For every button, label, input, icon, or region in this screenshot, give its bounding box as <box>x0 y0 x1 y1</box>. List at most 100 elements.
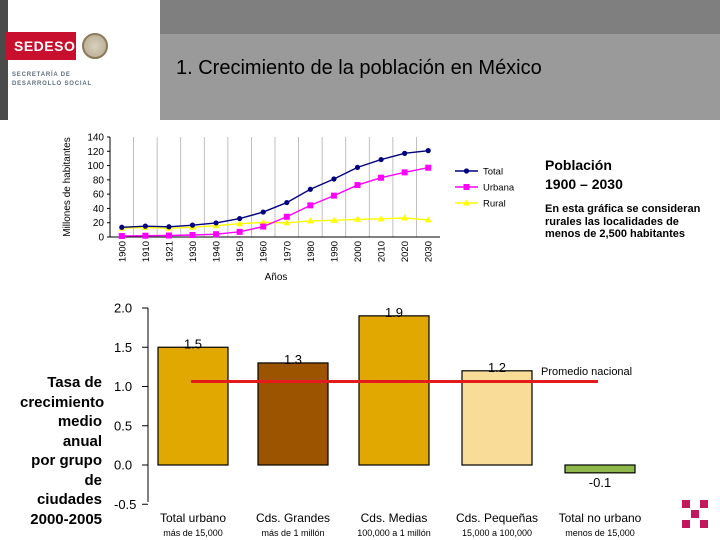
header-top-band <box>160 0 720 34</box>
y-tick-label: 20 <box>93 218 105 229</box>
series-line-rural <box>121 217 429 229</box>
x-tick-label: 1990 <box>329 241 340 262</box>
bar-y-tick-label: 0.5 <box>114 418 132 433</box>
y-tick-label: 0 <box>98 233 104 244</box>
header-band <box>160 34 720 120</box>
x-tick-label: 2000 <box>353 241 364 262</box>
data-point-total <box>354 164 361 170</box>
data-point-total <box>237 215 243 222</box>
y-tick-label: 40 <box>93 204 105 215</box>
x-tick-label: 1950 <box>235 241 246 262</box>
data-point-rural <box>377 215 385 222</box>
y-axis-title: Millones de habitantes <box>62 137 73 237</box>
bar-value-label: 1.5 <box>184 336 202 351</box>
bar-category-label: Cds. Medias <box>361 511 428 525</box>
y-tick-label: 100 <box>87 161 104 172</box>
x-tick-label: 1980 <box>306 241 317 262</box>
data-point-rural <box>306 217 314 224</box>
data-point-total <box>142 223 148 229</box>
bar-y-tick-label: 2.0 <box>114 301 132 316</box>
data-point-rural <box>401 214 409 221</box>
data-point-total <box>284 199 290 206</box>
data-point-urbana <box>425 164 432 171</box>
slide-title: 1. Crecimiento de la población en México <box>176 57 542 79</box>
x-tick-label: 1910 <box>141 241 152 262</box>
data-point-urbana <box>260 223 267 230</box>
bar-value-label: -0.1 <box>589 475 611 490</box>
data-point-urbana <box>213 231 220 238</box>
data-point-urbana <box>354 182 361 189</box>
x-tick-label: 1900 <box>117 241 128 262</box>
bar-value-label: 1.2 <box>488 360 506 375</box>
data-point-urbana <box>283 213 290 220</box>
data-point-total <box>402 150 408 156</box>
logo-subtext: SECRETARÍA DE DESARROLLO SOCIAL <box>12 72 92 87</box>
bar-category-label: Total urbano <box>160 511 226 525</box>
data-point-rural <box>330 216 338 223</box>
data-point-rural <box>424 216 432 223</box>
x-tick-label: 1930 <box>188 241 199 262</box>
data-point-total <box>189 222 196 228</box>
bar <box>157 346 229 466</box>
decorative-square <box>700 500 708 508</box>
data-point-urbana <box>165 232 172 239</box>
bar-value-label: 1.9 <box>385 305 403 320</box>
growth-rate-label: Tasa de crecimiento medio anual por grup… <box>20 374 105 528</box>
bar-y-tick-label: 1.5 <box>114 340 132 355</box>
bar <box>358 315 430 466</box>
data-point-urbana <box>307 202 314 209</box>
data-point-urbana <box>330 192 337 199</box>
y-tick-label: 140 <box>87 133 104 144</box>
x-tick-label: 1970 <box>282 241 293 262</box>
y-tick-label: 120 <box>87 147 104 158</box>
x-tick-label: 2020 <box>400 241 411 262</box>
data-point-total <box>119 224 125 230</box>
line-chart-area <box>76 123 530 299</box>
legend-label-urbana: Urbana <box>483 183 515 194</box>
data-point-rural <box>283 219 291 226</box>
national-seal-icon <box>82 33 108 59</box>
data-point-rural <box>236 220 244 227</box>
x-tick-label: 1940 <box>212 241 223 262</box>
series-line-total <box>121 149 429 228</box>
legend-marker-rural <box>463 199 470 206</box>
bar-category-label: Cds. Pequeñas <box>456 511 538 525</box>
bar-subcategory-label: 100,000 a 1 millón <box>357 528 431 538</box>
decorative-square <box>682 500 690 508</box>
side-panel-note: En esta gráfica se consideran rurales la… <box>545 203 701 240</box>
bar <box>257 362 329 466</box>
decorative-square <box>691 510 699 518</box>
bar-y-tick-label: 1.0 <box>114 379 132 394</box>
bar-subcategory-label: 15,000 a 100,000 <box>462 528 532 538</box>
sedesol-logo: SEDESOL <box>6 30 110 64</box>
bar-subcategory-label: más de 1 millón <box>261 528 324 538</box>
y-tick-label: 80 <box>93 175 105 186</box>
data-point-rural <box>259 219 267 225</box>
decorative-square <box>700 520 708 528</box>
x-axis-title: Años <box>265 272 288 283</box>
x-tick-label: 1960 <box>259 241 270 262</box>
legend-label-rural: Rural <box>483 199 506 210</box>
data-point-urbana <box>378 174 385 181</box>
bar-subcategory-label: más de 15,000 <box>163 528 223 538</box>
bar-subcategory-label: menos de 15,000 <box>565 528 635 538</box>
y-tick-label: 60 <box>93 190 105 201</box>
bar-y-tick-label: -0.5 <box>114 497 136 512</box>
side-panel-title: Población 1900 – 2030 <box>545 157 623 192</box>
data-point-urbana <box>401 169 408 176</box>
x-tick-label: 1921 <box>164 241 175 262</box>
data-point-urbana <box>142 232 149 239</box>
data-point-total <box>260 209 266 215</box>
legend-marker-urbana <box>463 184 470 190</box>
national-average-label: Promedio nacional <box>541 366 632 378</box>
data-point-rural <box>354 215 361 222</box>
legend-label-total: Total <box>483 167 503 178</box>
data-point-total <box>331 176 337 182</box>
bar-value-label: 1.3 <box>284 352 302 367</box>
data-point-urbana <box>118 233 125 239</box>
x-tick-label: 2010 <box>377 241 388 262</box>
bar <box>461 370 533 466</box>
data-point-urbana <box>236 228 243 235</box>
decorative-square <box>682 520 690 528</box>
series-line-urbana <box>121 167 429 237</box>
